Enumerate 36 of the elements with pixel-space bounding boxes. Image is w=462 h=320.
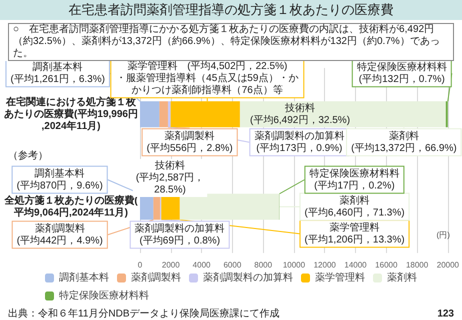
legend-label: 調剤基本料 [59, 272, 109, 284]
data-label: 調剤基本料 (平均1,261円，6.3%) [10, 60, 105, 85]
x-tick-label: 10000 [282, 260, 306, 270]
legend-label: 特定保険医療材料料 [59, 290, 149, 302]
x-tick-label: 0 [138, 260, 143, 270]
x-tick-label: 8000 [254, 260, 273, 270]
legend-label: 薬学管理料 [315, 272, 365, 284]
legend-label: 薬剤調製料の加算料 [203, 272, 293, 284]
source-note: 出典：令和６年11月分NDBデータより保険局医療課にて作成 [8, 308, 280, 320]
data-label: 特定保険医療材料料 (平均17円，0.2%) [309, 167, 400, 192]
data-label: 調剤基本料 (平均870円，9.6%) [16, 167, 103, 192]
x-tick-label: 14000 [344, 260, 368, 270]
data-label: 特定保険医療材料料 (平均132円，0.7%) [356, 60, 447, 85]
data-label: 薬剤調製料 (平均556円，2.8%) [146, 130, 233, 154]
chart-subtitle: ○ 在宅患者訪問薬剤管理指導にかかる処方箋１枚あたりの医療費の内訳は、技術料が6,492円（約32.5%）、薬剤料が13,372円（約66.9%）、特定保険医療材料料が132円（約0.7%）であった。 [8, 23, 454, 61]
legend-label: 薬剤調製料 [131, 272, 181, 284]
x-tick-label: 12000 [314, 260, 336, 270]
x-axis-title: (円) [436, 230, 450, 240]
data-label: 薬剤料 (平均13,372円，66.9%) [351, 130, 457, 154]
data-label: 薬学管理料 (平均1,206円，13.3%) [304, 221, 405, 246]
chart-title: 在宅患者訪問薬剤管理指導の処方箋１枚あたりの医療費 [0, 0, 462, 20]
x-tick-label: 16000 [375, 260, 398, 270]
x-tick-label: 4000 [192, 260, 212, 270]
text: 123 [437, 308, 454, 320]
x-tick-label: 18000 [406, 260, 429, 270]
text: （参考） [8, 150, 48, 162]
data-label: 薬剤調製料の加算料 (平均173円，0.9%) [254, 130, 344, 154]
x-tick-label: 20000 [436, 260, 460, 270]
annotation: 技術料 (平均2,587円， 28.5%) [136, 160, 204, 196]
x-tick-label: 6000 [223, 260, 242, 270]
data-label: 薬剤調製料 (平均442円，4.9%) [16, 222, 103, 246]
data-label: 薬剤料 (平均6,460円，71.3%) [304, 194, 405, 218]
x-tick-label: 2000 [162, 260, 180, 270]
annotation: 技術料 (平均6,492円，32.5%) [250, 102, 350, 126]
legend-label: 薬剤料 [387, 272, 417, 284]
data-label: 薬剤調製料の加算料 (平均69円，0.8%) [134, 222, 225, 246]
